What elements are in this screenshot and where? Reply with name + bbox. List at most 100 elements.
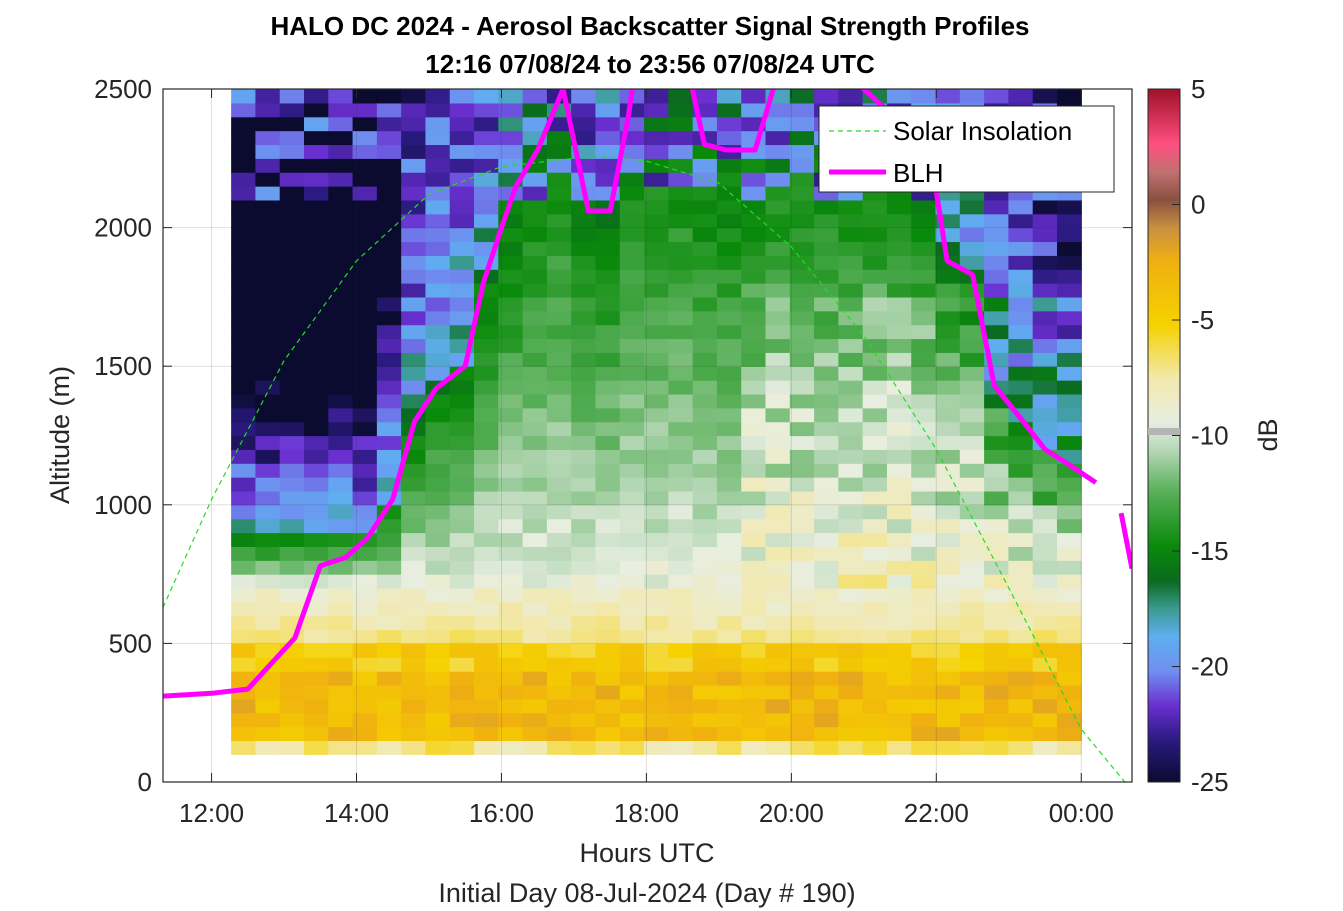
heatmap-cell	[231, 657, 257, 672]
heatmap-cell	[765, 532, 791, 547]
heatmap-cell	[474, 740, 499, 755]
heatmap-cell	[668, 435, 694, 450]
heatmap-cell	[546, 255, 572, 270]
heatmap-cell	[498, 657, 524, 672]
heatmap-cell	[352, 310, 378, 326]
heatmap-cell	[1032, 657, 1058, 672]
heatmap-cell	[911, 629, 937, 644]
heatmap-cell	[789, 352, 815, 367]
heatmap-cell	[959, 477, 985, 492]
heatmap-cell	[1008, 490, 1034, 506]
heatmap-cell	[692, 740, 718, 755]
heatmap-cell	[304, 449, 329, 464]
heatmap-cell	[886, 740, 912, 755]
heatmap-cell	[376, 435, 402, 450]
heatmap-cell	[935, 546, 961, 561]
heatmap-cell	[425, 463, 451, 478]
heatmap-cell	[911, 227, 937, 243]
heatmap-cell	[789, 504, 815, 520]
heatmap-cell	[886, 296, 912, 312]
heatmap-cell	[862, 227, 888, 243]
heatmap-cell	[522, 227, 548, 243]
heatmap-cell	[644, 477, 669, 492]
heatmap-cell	[668, 449, 694, 464]
heatmap	[231, 89, 1082, 755]
heatmap-cell	[789, 546, 815, 561]
heatmap-cell	[814, 671, 839, 686]
heatmap-cell	[449, 587, 475, 603]
heatmap-cell	[401, 574, 427, 589]
heatmap-cell	[1056, 518, 1082, 534]
heatmap-cell	[571, 130, 597, 146]
heatmap-cell	[814, 310, 839, 326]
heatmap-cell	[376, 407, 402, 423]
heatmap-cell	[886, 560, 912, 575]
heatmap-cell	[279, 671, 305, 686]
heatmap-cell	[352, 587, 378, 603]
heatmap-cell	[1032, 89, 1058, 104]
heatmap-cell	[765, 518, 791, 534]
heatmap-cell	[862, 241, 888, 256]
heatmap-cell	[765, 463, 791, 478]
heatmap-cell	[449, 407, 475, 423]
heatmap-cell	[765, 102, 791, 118]
heatmap-cell	[1008, 296, 1034, 312]
heatmap-cell	[474, 213, 499, 229]
heatmap-cell	[474, 504, 499, 520]
heatmap-cell	[498, 435, 524, 450]
heatmap-cell	[401, 560, 427, 575]
heatmap-cell	[886, 227, 912, 243]
heatmap-cell	[522, 352, 548, 367]
heatmap-cell	[1056, 504, 1082, 520]
heatmap-cell	[231, 518, 257, 534]
heatmap-cell	[498, 255, 524, 270]
legend-blh-label: BLH	[893, 158, 944, 188]
heatmap-cell	[231, 172, 257, 187]
heatmap-cell	[644, 102, 669, 118]
heatmap-cell	[376, 393, 402, 409]
heatmap-cell	[838, 227, 864, 243]
heatmap-cell	[1032, 213, 1058, 229]
heatmap-cell	[425, 324, 451, 340]
heatmap-cell	[911, 698, 937, 714]
heatmap-cell	[668, 477, 694, 492]
heatmap-cell	[984, 698, 1009, 714]
heatmap-cell	[692, 380, 718, 395]
heatmap-cell	[789, 601, 815, 617]
heatmap-cell	[449, 712, 475, 728]
heatmap-cell	[959, 324, 985, 340]
heatmap-cell	[814, 255, 839, 270]
heatmap-cell	[328, 393, 354, 409]
heatmap-cell	[984, 213, 1009, 229]
heatmap-cell	[789, 463, 815, 478]
heatmap-cell	[304, 89, 329, 104]
heatmap-cell	[255, 352, 281, 367]
chart-title: HALO DC 2024 - Aerosol Backscatter Signa…	[270, 11, 1029, 41]
heatmap-cell	[692, 643, 718, 658]
heatmap-cell	[668, 587, 694, 603]
heatmap-cell	[838, 241, 864, 256]
heatmap-cell	[401, 255, 427, 270]
heatmap-cell	[984, 740, 1009, 755]
heatmap-cell	[814, 241, 839, 256]
heatmap-cell	[279, 324, 305, 340]
heatmap-cell	[595, 269, 621, 284]
heatmap-cell	[1056, 477, 1082, 492]
heatmap-cell	[619, 269, 645, 284]
heatmap-cell	[644, 227, 669, 243]
heatmap-cell	[765, 629, 791, 644]
heatmap-cell	[279, 255, 305, 270]
heatmap-cell	[571, 684, 597, 700]
heatmap-cell	[255, 310, 281, 326]
heatmap-cell	[231, 393, 257, 409]
heatmap-cell	[1056, 657, 1082, 672]
heatmap-cell	[595, 684, 621, 700]
heatmap-cell	[814, 407, 839, 423]
heatmap-cell	[1056, 310, 1082, 326]
heatmap-cell	[352, 698, 378, 714]
heatmap-cell	[401, 587, 427, 603]
heatmap-cell	[376, 130, 402, 146]
heatmap-cell	[328, 199, 354, 215]
heatmap-cell	[959, 601, 985, 617]
